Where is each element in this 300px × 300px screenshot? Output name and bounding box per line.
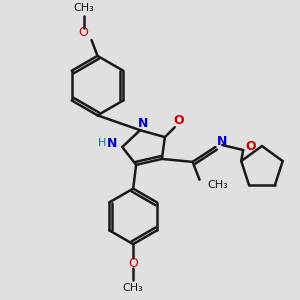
Text: O: O — [173, 114, 184, 127]
Text: O: O — [79, 26, 88, 39]
Text: CH₃: CH₃ — [208, 180, 228, 190]
Text: CH₃: CH₃ — [73, 3, 94, 13]
Text: N: N — [138, 117, 148, 130]
Text: CH₃: CH₃ — [123, 283, 143, 293]
Text: N: N — [107, 136, 118, 150]
Text: N: N — [217, 135, 227, 148]
Text: O: O — [246, 140, 256, 153]
Text: H: H — [98, 138, 106, 148]
Text: O: O — [128, 257, 138, 270]
